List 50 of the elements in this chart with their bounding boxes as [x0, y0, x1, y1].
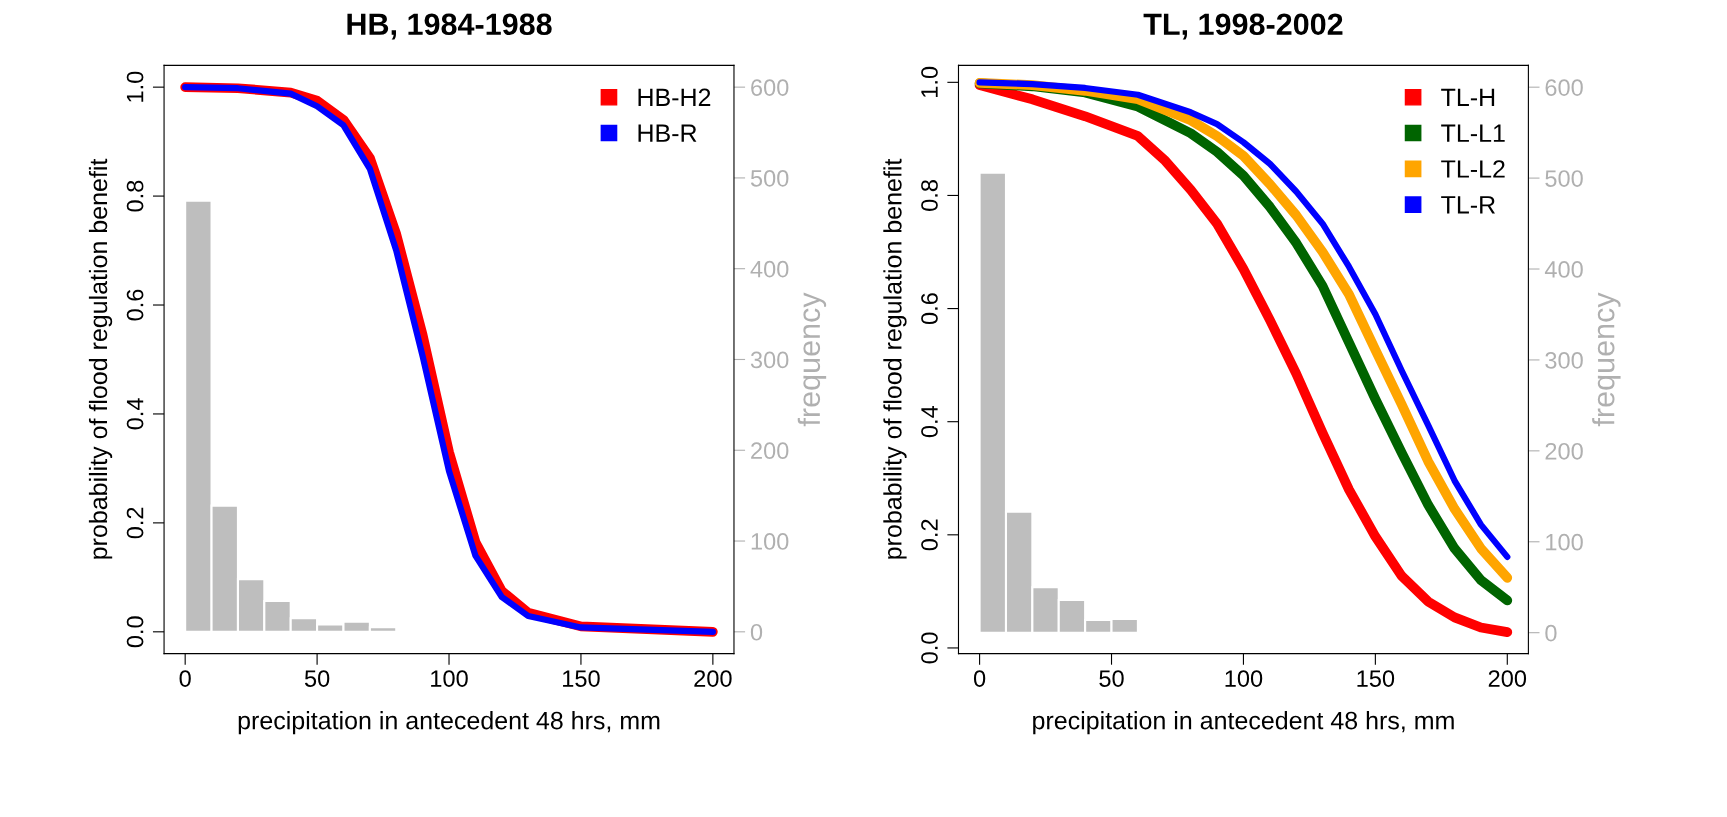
y-tick-label: 0.2 [921, 519, 938, 551]
legend-label: TL-R [1441, 196, 1495, 214]
y2-axis-title: frequency [797, 292, 827, 427]
y-tick-label: 0.6 [126, 289, 144, 321]
y2-tick-label: 300 [1545, 352, 1583, 369]
chart-title: HB, 1984-1988 [347, 13, 552, 40]
x-tick-label: 50 [1099, 670, 1124, 687]
x-tick-label: 200 [1488, 670, 1527, 687]
y-tick-label: 0.8 [921, 180, 938, 211]
y-tick-label: 1.0 [921, 66, 938, 97]
legend-label: HB-R [638, 124, 697, 142]
x-tick-label: 0 [973, 670, 986, 687]
y-tick-label: 0.0 [126, 616, 144, 648]
y2-tick-label: 500 [750, 169, 789, 187]
y-tick-label: 0.6 [921, 293, 938, 325]
legend-label: TL-L2 [1441, 160, 1505, 178]
x-axis-title: precipitation in antecedent 48 hrs, mm [238, 711, 660, 735]
chart-title: TL, 1998-2002 [1143, 13, 1343, 40]
x-tick-label: 50 [304, 670, 330, 687]
x-tick-label: 100 [1225, 670, 1263, 687]
y2-axis-title: frequency [1592, 292, 1621, 427]
legend-label: TL-H [1441, 88, 1495, 106]
y-axis-title: probability of flood regulation benefit [883, 158, 907, 559]
x-tick-label: 150 [563, 670, 600, 687]
y2-tick-label: 600 [1545, 79, 1583, 96]
y2-tick-label: 0 [750, 623, 763, 641]
x-tick-label: 200 [694, 670, 732, 687]
y2-tick-label: 200 [751, 442, 789, 460]
y-tick-label: 0.0 [921, 632, 938, 664]
y-tick-label: 0.2 [126, 507, 144, 539]
y-tick-label: 0.8 [126, 180, 144, 212]
x-tick-label: 100 [431, 670, 468, 687]
x-axis-title: precipitation in antecedent 48 hrs, mm [1033, 711, 1454, 735]
y-axis-title: probability of flood regulation benefit [88, 158, 113, 559]
y2-tick-label: 300 [750, 351, 789, 369]
y2-tick-label: 400 [750, 260, 789, 278]
legend-label: HB-H2 [638, 88, 711, 106]
y2-tick-label: 600 [751, 79, 789, 96]
legend-label: TL-L1 [1441, 124, 1505, 142]
y2-tick-label: 100 [751, 533, 789, 550]
y2-tick-label: 500 [1545, 170, 1583, 187]
y2-tick-label: 400 [1544, 261, 1583, 278]
x-tick-label: 150 [1357, 670, 1395, 687]
y2-tick-label: 0 [1545, 624, 1557, 642]
y-tick-label: 0.4 [921, 405, 938, 438]
y-tick-label: 0.4 [126, 398, 144, 430]
y-tick-label: 1.0 [126, 71, 144, 102]
x-tick-label: 0 [179, 670, 191, 687]
y2-tick-label: 200 [1545, 442, 1583, 460]
y2-tick-label: 100 [1546, 533, 1583, 551]
